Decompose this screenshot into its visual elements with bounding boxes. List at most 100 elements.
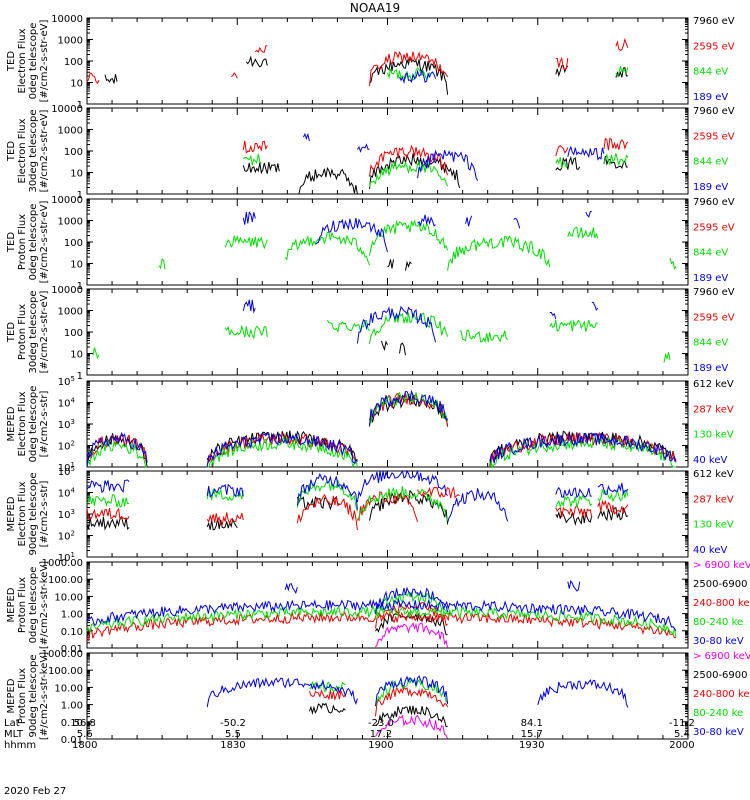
footer-lat: -50.2	[220, 718, 246, 729]
legend-label: 2500-6900	[693, 670, 748, 681]
footer-column-0: 56.8 5.6 1800	[72, 718, 97, 751]
data-series-trace	[86, 392, 677, 468]
footer-lat: 84.1	[520, 718, 543, 729]
y-axis-label: TED	[6, 322, 17, 343]
y-tick-label: 10	[70, 350, 83, 361]
data-series-trace	[399, 68, 437, 85]
legend-label: > 6900 keV	[693, 560, 750, 571]
legend-label: 80-240 ke	[693, 617, 743, 628]
y-tick-label: 10000	[51, 104, 83, 115]
footer-lat: -23.0	[368, 718, 394, 729]
y-axis-label: [#/cm2-s-str-eV]	[39, 201, 50, 284]
y-axis-label: 90deg telescope	[28, 472, 39, 555]
y-tick-label: 0.10	[61, 627, 83, 638]
data-series-trace	[387, 259, 412, 271]
y-axis-label: [#/cm2-s-str-eV]	[39, 20, 50, 103]
y-axis-label: Electron Flux	[17, 28, 28, 93]
legend-label: 844 eV	[693, 67, 728, 78]
legend-label: 7960 eV	[693, 197, 735, 208]
y-tick-label: 10000	[51, 285, 83, 296]
footer-hhmm: 1930	[519, 740, 545, 751]
y-tick-label: 104	[58, 397, 76, 410]
legend-label: 7960 eV	[693, 16, 735, 27]
footer-hhmm: 1830	[220, 740, 246, 751]
footer-hhmm: 1900	[368, 740, 394, 751]
y-tick-label: 10	[70, 260, 83, 271]
legend-label: 130 keV	[693, 430, 734, 441]
data-series-trace	[206, 675, 629, 708]
y-tick-label: 0.10	[61, 718, 83, 729]
legend-label: > 6900 keV	[693, 651, 750, 662]
data-series-trace	[92, 312, 671, 363]
legend-label: 80-240 ke	[693, 708, 743, 719]
legend-label: 240-800 ke	[693, 689, 750, 700]
y-tick-label: 1	[77, 371, 83, 382]
y-axis-label: Proton Flux	[17, 304, 28, 360]
legend-label: 612 keV	[693, 469, 734, 480]
y-tick-label: 1000	[58, 36, 83, 47]
legend-label: 130 keV	[693, 520, 734, 531]
y-tick-label: 10000	[51, 195, 83, 206]
y-axis-label: [#/cm2-s-str-eV]	[39, 291, 50, 374]
y-tick-label: 1000	[58, 217, 83, 228]
data-series-trace	[242, 153, 629, 188]
data-series-trace	[158, 219, 677, 271]
plot-frame	[86, 107, 689, 195]
data-series-trace	[242, 210, 592, 253]
y-axis-label: Electron Flux	[17, 481, 28, 546]
y-tick-label: 100	[64, 57, 83, 68]
y-axis-label: Proton Flux	[17, 668, 28, 724]
legend-label: 287 keV	[693, 494, 734, 505]
y-tick-label: 0.01	[61, 644, 83, 655]
y-tick-label: 103	[58, 418, 75, 431]
data-series-trace	[86, 37, 629, 87]
y-axis-label: [#/cm2-s-str-keV]	[39, 561, 50, 649]
footer-lat: 56.8	[73, 718, 96, 729]
y-tick-label: 102	[58, 440, 75, 453]
y-tick-label: 10	[70, 79, 83, 90]
data-series-trace	[302, 132, 605, 182]
data-series-trace	[309, 677, 448, 707]
y-tick-label: 105	[58, 375, 75, 388]
y-axis-label: TED	[6, 232, 17, 253]
y-axis-label: MEPED	[6, 496, 17, 531]
footer-mlt: 17.2	[369, 729, 393, 740]
data-series-trace	[308, 702, 448, 728]
data-series-trace	[104, 55, 628, 95]
y-tick-label: 100	[64, 238, 83, 249]
y-axis-label: 0deg telescope	[28, 23, 39, 100]
legend-label: 287 keV	[693, 404, 734, 415]
chart-title: NOAA19	[349, 1, 401, 15]
data-series-trace	[86, 389, 677, 468]
y-axis-label: Electron Flux	[17, 391, 28, 456]
y-tick-label: 105	[58, 465, 75, 478]
data-series-trace	[375, 714, 449, 739]
footer-column-4: -11.2 5.4 2000	[669, 718, 695, 751]
y-axis-label: 0deg telescope	[28, 567, 39, 644]
y-axis-label: [#/cm2-s-str-keV]	[39, 652, 50, 740]
y-axis-label: 0deg telescope	[28, 204, 39, 281]
plot-frame	[86, 470, 689, 558]
footer-column-1: -50.2 5.5 1830	[220, 718, 246, 751]
y-tick-label: 10.00	[54, 683, 83, 694]
footer-lat: -11.2	[669, 718, 695, 729]
y-tick-label: 1.00	[61, 701, 83, 712]
footer-mlt: 5.4	[673, 729, 690, 740]
y-axis-label: 90deg telescope	[28, 654, 39, 737]
footer-column-3: 84.1 15.7 1930	[519, 718, 544, 751]
legend-label: 40 keV	[693, 545, 727, 556]
y-tick-label: 1000	[58, 126, 83, 137]
y-axis-label: Proton Flux	[17, 577, 28, 633]
footer-mlt: 15.7	[520, 729, 543, 740]
y-tick-label: 10	[70, 169, 83, 180]
data-series-trace	[381, 340, 406, 356]
date-label: 2020 Feb 27	[4, 786, 67, 797]
footer-mlt: 5.5	[224, 729, 241, 740]
y-axis-label: MEPED	[6, 406, 17, 441]
legend-label: 7960 eV	[693, 106, 735, 117]
legend-label: 2595 eV	[693, 41, 735, 52]
data-series-trace	[387, 65, 629, 81]
y-tick-label: 1000	[58, 307, 83, 318]
legend-label: 7960 eV	[693, 287, 735, 298]
